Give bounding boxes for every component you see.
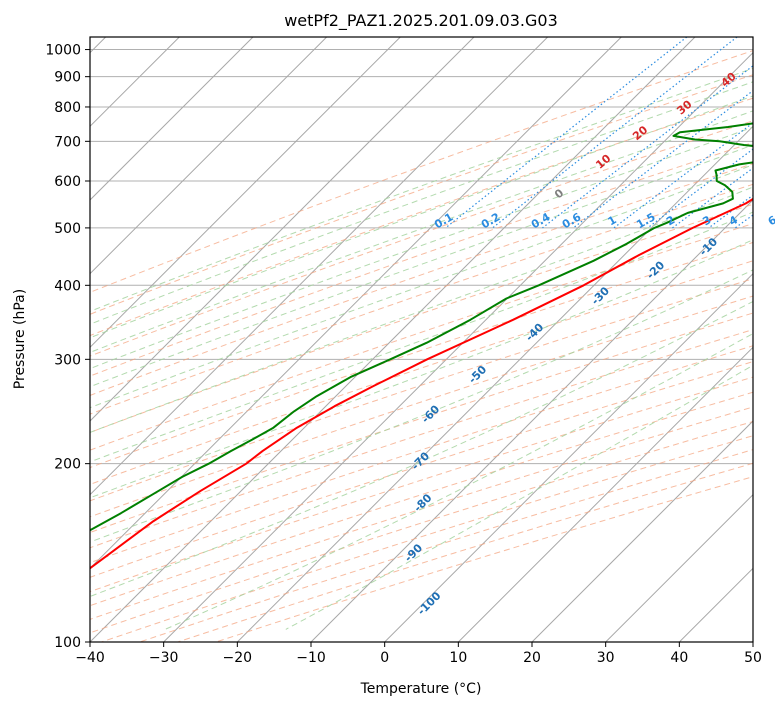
dry-adiabat-line <box>0 37 775 642</box>
x-tick-label: 0 <box>380 650 389 666</box>
y-tick-label: 600 <box>54 174 81 190</box>
moist-adiabat-line <box>0 37 775 629</box>
dry-adiabat-line <box>0 37 775 642</box>
dry-adiabat-label: -90 <box>402 541 425 564</box>
dry-adiabat-line <box>0 37 775 642</box>
mixing-ratio-line <box>493 37 738 228</box>
isotherm-line <box>753 37 775 642</box>
dry-adiabat-label: -50 <box>466 363 489 386</box>
x-tick-label: −40 <box>75 650 105 666</box>
x-tick-label: −20 <box>223 650 253 666</box>
isotherm-line <box>0 37 400 642</box>
moist-adiabat-line <box>3 37 775 629</box>
dry-adiabat-label: -70 <box>409 449 432 472</box>
moist-adiabat-line <box>0 37 775 629</box>
dry-adiabat-line <box>216 37 775 642</box>
dry-adiabat-line <box>0 37 775 642</box>
mixing-ratio-label: 6 <box>766 213 775 228</box>
y-tick-label: 1000 <box>45 43 81 59</box>
moist-adiabat-line <box>0 37 775 629</box>
background-lines <box>0 37 775 642</box>
moist-adiabat-line <box>0 37 775 629</box>
x-tick-label: 40 <box>670 650 688 666</box>
y-axis-title: Pressure (hPa) <box>12 289 28 389</box>
moist-adiabat-label: 10 <box>593 152 613 172</box>
moist-adiabat-line <box>0 37 775 629</box>
moist-adiabat-line <box>0 37 775 629</box>
dry-adiabat-line <box>0 37 775 642</box>
moist-adiabat-label: 20 <box>630 123 650 143</box>
moist-adiabat-line <box>0 37 775 629</box>
moist-adiabat-label: 0 <box>552 186 566 201</box>
y-tick-label: 800 <box>54 100 81 116</box>
isotherm-line <box>0 37 474 642</box>
dry-adiabat-label: -10 <box>697 235 720 258</box>
dry-adiabat-line <box>0 37 775 642</box>
dry-adiabat-line <box>0 37 775 642</box>
y-tick-label: 700 <box>54 134 81 150</box>
mixing-ratio-line <box>735 37 775 228</box>
x-tick-label: 20 <box>523 650 541 666</box>
dry-adiabat-line <box>0 37 775 642</box>
x-tick-label: 50 <box>744 650 762 666</box>
dry-adiabat-line <box>0 37 775 642</box>
y-tick-label: 100 <box>54 635 81 651</box>
mixing-ratio-label: 4 <box>727 213 740 228</box>
line-labels: 0.10.20.40.611.52346810131620253036-100-… <box>402 70 775 618</box>
dry-adiabat-line <box>0 37 775 642</box>
y-tick-label: 500 <box>54 221 81 237</box>
moist-adiabat-line <box>0 37 775 629</box>
isotherm-line <box>237 37 775 642</box>
dry-adiabat-line <box>0 37 775 642</box>
dry-adiabat-label: -100 <box>415 589 444 618</box>
dry-adiabat-line <box>0 37 775 642</box>
dry-adiabat-line <box>0 37 775 642</box>
x-axis: −40 −30 −20 −10 0 10 20 30 40 50 <box>75 642 762 666</box>
isotherm-line <box>0 37 327 642</box>
y-axis: 1000 900 800 700 600 500 400 300 200 100 <box>45 43 90 651</box>
dry-adiabat-line <box>178 37 775 642</box>
dry-adiabat-line <box>0 37 775 642</box>
isotherm-line <box>606 37 775 642</box>
x-tick-label: 30 <box>597 650 615 666</box>
y-tick-label: 200 <box>54 457 81 473</box>
x-tick-label: −10 <box>296 650 326 666</box>
y-tick-label: 400 <box>54 278 81 294</box>
isotherm-line <box>0 37 253 642</box>
dry-adiabat-line <box>0 37 775 642</box>
y-tick-label: 300 <box>54 352 81 368</box>
x-tick-label: 10 <box>449 650 467 666</box>
dry-adiabat-line <box>0 37 775 642</box>
dry-adiabat-line <box>0 37 775 642</box>
x-tick-label: −30 <box>149 650 179 666</box>
dry-adiabat-line <box>0 37 775 642</box>
moist-adiabat-label: 40 <box>719 70 739 90</box>
isotherm-line <box>90 37 695 642</box>
dry-adiabat-line <box>102 37 775 642</box>
isotherm-line <box>532 37 775 642</box>
mixing-ratio-line <box>672 37 775 228</box>
moist-adiabat-line <box>0 37 775 629</box>
mixing-ratio-label: 2 <box>664 213 677 228</box>
dry-adiabat-line <box>0 37 775 642</box>
x-axis-title: Temperature (°C) <box>360 681 482 697</box>
y-tick-label: 900 <box>54 70 81 86</box>
moist-adiabat-line <box>165 37 775 629</box>
moist-adiabat-line <box>0 37 775 629</box>
moist-adiabat-line <box>0 37 775 629</box>
chart-title: wetPf2_PAZ1.2025.201.09.03.G03 <box>284 11 558 31</box>
dry-adiabat-label: -40 <box>523 320 546 343</box>
dry-adiabat-label: -60 <box>419 402 442 425</box>
